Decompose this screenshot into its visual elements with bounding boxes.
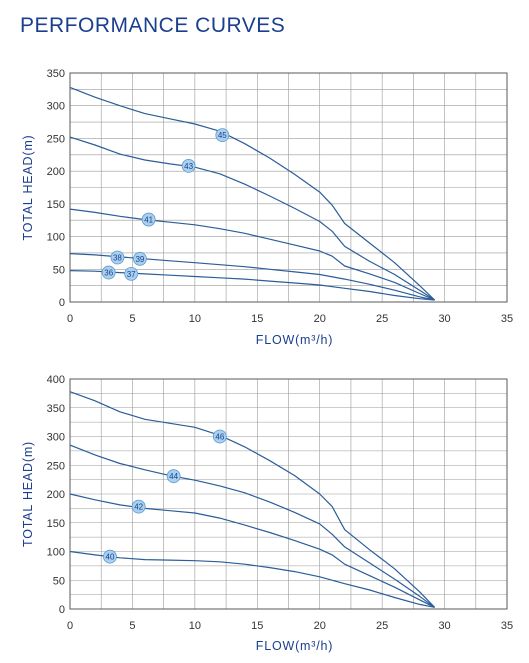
curve-43 <box>69 136 435 301</box>
curve-label-40: 40 <box>106 553 115 562</box>
x-tick-label: 10 <box>189 620 201 632</box>
curve-label-45: 45 <box>218 131 227 140</box>
curve-41 <box>69 208 435 301</box>
x-tick-label: 20 <box>314 313 326 325</box>
x-tick-label: 10 <box>189 313 201 325</box>
curve-42 <box>69 493 435 608</box>
y-tick-label: 250 <box>47 460 65 472</box>
plot-frame <box>69 72 508 303</box>
curve-label-44: 44 <box>169 472 178 481</box>
curve-45 <box>69 86 436 301</box>
x-tick-label: 25 <box>376 313 388 325</box>
curve-label-46: 46 <box>215 433 224 442</box>
x-axis-title: FLOW(m³/h) <box>256 333 333 347</box>
x-tick-label: 20 <box>314 620 326 632</box>
y-tick-label: 0 <box>59 604 65 616</box>
curve-marker-37 <box>124 266 139 281</box>
page-title: PERFORMANCE CURVES <box>20 14 286 37</box>
curve-marker-46 <box>212 429 227 444</box>
x-tick-label: 15 <box>251 313 263 325</box>
curves <box>69 86 436 301</box>
x-tick-label: 0 <box>67 313 73 325</box>
y-tick-label: 150 <box>47 199 65 211</box>
performance-chart-bottom: 0 5 10 15 20 25 30 35050100150200250300350400FL… <box>21 374 513 653</box>
y-tick-label: 200 <box>47 166 65 178</box>
x-tick-label: 35 <box>501 620 513 632</box>
y-tick-label: 100 <box>47 232 65 244</box>
grid <box>69 72 508 303</box>
y-tick-label: 250 <box>47 133 65 145</box>
curve-label-41: 41 <box>144 216 153 225</box>
curve-marker-45 <box>215 128 230 143</box>
y-tick-label: 350 <box>47 403 65 415</box>
curve-marker-39 <box>133 251 147 266</box>
curve-46 <box>69 391 436 608</box>
curve-label-37: 37 <box>127 270 136 279</box>
curve-marker-41 <box>141 212 156 227</box>
curve-40 <box>69 550 435 608</box>
curve-label-38: 38 <box>113 254 122 263</box>
curve-label-42: 42 <box>134 503 143 512</box>
curve-marker-43 <box>181 159 196 173</box>
x-axis-title: FLOW(m³/h) <box>256 639 333 653</box>
curve-label-36: 36 <box>104 269 113 278</box>
x-tick-label: 15 <box>251 620 263 632</box>
y-axis-title: TOTAL HEAD(m) <box>21 441 35 547</box>
curve-label-39: 39 <box>135 255 144 264</box>
y-tick-label: 400 <box>47 374 65 386</box>
x-tick-label: 35 <box>501 313 513 325</box>
y-axis-title: TOTAL HEAD(m) <box>21 134 35 240</box>
performance-chart-top: 0 5 10 15 20 25 30 35050100150200250300350FLOW(… <box>21 68 513 347</box>
curve-44 <box>69 444 435 608</box>
curve-label-43: 43 <box>184 162 193 171</box>
x-tick-label: 30 <box>438 620 450 632</box>
y-tick-label: 50 <box>53 264 65 276</box>
curve-marker-36 <box>101 265 116 280</box>
curve-marker-38 <box>110 250 125 265</box>
curves <box>69 391 436 608</box>
curve-marker-42 <box>131 499 146 514</box>
markers: 45 43 41 39 38 37 36 <box>101 128 230 281</box>
y-tick-label: 300 <box>47 101 65 113</box>
curve-marker-40 <box>103 549 117 564</box>
x-tick-label: 5 <box>129 313 135 325</box>
y-tick-label: 0 <box>59 297 65 309</box>
markers: 46 44 42 40 <box>103 429 227 564</box>
y-tick-label: 50 <box>53 575 65 587</box>
curve-marker-44 <box>166 469 181 484</box>
x-tick-label: 25 <box>376 620 388 632</box>
grid <box>69 378 508 610</box>
curve-39 <box>69 253 435 301</box>
y-tick-label: 350 <box>47 68 65 80</box>
y-tick-label: 100 <box>47 547 65 559</box>
y-tick-label: 300 <box>47 432 65 444</box>
x-tick-label: 5 <box>129 620 135 632</box>
y-tick-label: 200 <box>47 489 65 501</box>
y-tick-label: 150 <box>47 518 65 530</box>
x-tick-label: 30 <box>438 313 450 325</box>
x-tick-label: 0 <box>67 620 73 632</box>
